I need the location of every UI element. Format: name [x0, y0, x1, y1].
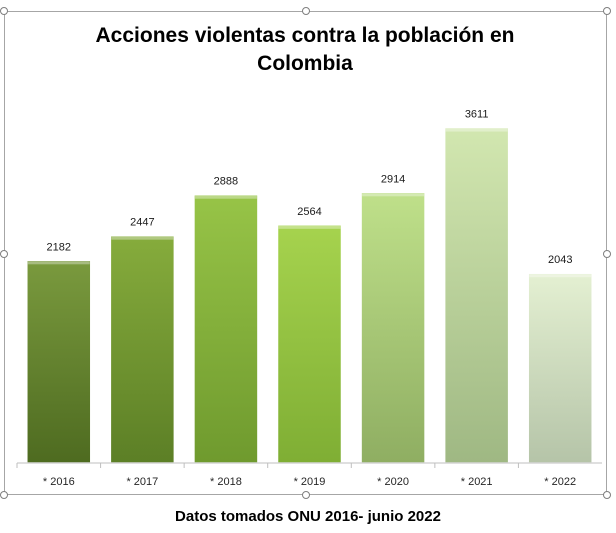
data-label: 3611 [465, 109, 489, 121]
source-caption: Datos tomados ONU 2016- junio 2022 [175, 508, 441, 525]
x-tick-label: * 2018 [210, 476, 242, 488]
bar-chart: * 2016 * 2017 * 2018 * 2019 * 2020 * 2021 * 20… [16, 109, 602, 488]
bar-bevel [194, 195, 257, 199]
bar-bevel [445, 128, 508, 132]
x-tick-label: * 2017 [126, 476, 158, 488]
bars-group [26, 126, 593, 464]
resize-handle-top-left[interactable] [0, 7, 8, 15]
resize-handle-bottom-center[interactable] [302, 491, 310, 499]
bar-2020[interactable] [360, 191, 426, 464]
bar-2017[interactable] [109, 234, 176, 464]
x-tick-label: * 2021 [461, 476, 493, 488]
data-label: 2043 [548, 254, 572, 266]
data-label: 2914 [381, 173, 405, 185]
resize-handle-middle-left[interactable] [0, 250, 8, 258]
bar-2022[interactable] [527, 272, 593, 464]
bar-bevel [111, 236, 174, 240]
chart-title: Acciones violentas contra la población e… [95, 24, 515, 75]
x-tick-label: * 2016 [43, 476, 75, 488]
resize-handle-top-center[interactable] [302, 7, 310, 15]
category-axis: * 2016 * 2017 * 2018 * 2019 * 2020 * 2021 * 20… [16, 463, 576, 488]
data-label: 2447 [130, 217, 154, 229]
data-labels: 2182 2447 2888 2564 2914 3611 2043 [47, 109, 573, 267]
bar-2021[interactable] [443, 126, 510, 464]
bar-2016[interactable] [26, 259, 92, 464]
bar-bevel [529, 274, 592, 278]
data-label: 2888 [214, 176, 238, 188]
x-tick-label: * 2019 [294, 476, 326, 488]
resize-handle-bottom-right[interactable] [603, 491, 611, 499]
resize-handle-middle-right[interactable] [603, 250, 611, 258]
bar-bevel [278, 225, 341, 229]
bar-bevel [362, 193, 425, 197]
bar-2019[interactable] [276, 224, 343, 464]
data-label: 2564 [297, 206, 321, 218]
data-label: 2182 [47, 241, 71, 253]
x-tick-label: * 2022 [544, 476, 576, 488]
resize-handle-top-right[interactable] [603, 7, 611, 15]
bar-bevel [27, 261, 90, 265]
resize-handle-bottom-left[interactable] [0, 491, 8, 499]
bar-2018[interactable] [193, 193, 259, 464]
x-tick-label: * 2020 [377, 476, 409, 488]
